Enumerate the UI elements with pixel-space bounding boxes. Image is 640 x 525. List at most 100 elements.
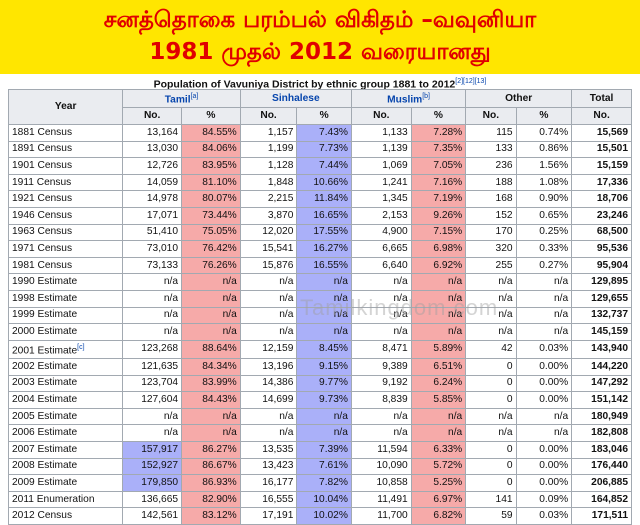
- cell-tamil-no: 157,917: [122, 441, 183, 459]
- cell-other-pct: 0.33%: [515, 240, 573, 258]
- cell-other-no: 170: [465, 223, 517, 242]
- cell-other-no: 115: [465, 123, 517, 142]
- year-label: 2000 Estimate: [12, 325, 78, 337]
- banner-title-line-2: 1981 முதல் 2012 வரையானது: [149, 39, 491, 65]
- cell-tamil-pct: 76.42%: [181, 240, 241, 258]
- cell-total: 143,940: [571, 339, 632, 360]
- cell-other-no: 0: [465, 374, 517, 393]
- cell-tamil-no: n/a: [122, 306, 183, 325]
- cell-tamil-no: 13,030: [122, 140, 183, 159]
- year-label: 2004 Estimate: [12, 394, 78, 406]
- cell-year: 2007 Estimate: [7, 441, 124, 459]
- cell-other-no: 320: [465, 240, 517, 258]
- table-row: 2002 Estimate 121,635 84.34% 13,196 9.15% 9,3…: [7, 358, 632, 376]
- cell-other-pct: n/a: [515, 306, 573, 325]
- cell-muslim-no: 4,900: [350, 223, 412, 242]
- cell-sinhalese-pct: 16.55%: [296, 256, 352, 275]
- cell-muslim-pct: n/a: [410, 289, 467, 308]
- cell-total: 176,440: [571, 457, 632, 476]
- cell-other-pct: 0.00%: [515, 457, 573, 476]
- header-year: Year: [7, 89, 124, 125]
- population-table: Year Tamil[a] Sinhalese Muslim[b] Other …: [7, 88, 632, 525]
- cell-total: 171,511: [571, 507, 632, 525]
- cell-sinhalese-no: 17,191: [239, 507, 298, 525]
- cell-tamil-no: 51,410: [122, 223, 183, 242]
- cell-muslim-pct: 5.25%: [410, 474, 467, 492]
- year-label: 1990 Estimate: [12, 276, 78, 288]
- caption-refs[interactable]: [2][12][13]: [455, 78, 487, 85]
- cell-year: 2002 Estimate: [7, 358, 124, 376]
- cell-other-pct: 0.25%: [515, 223, 573, 242]
- cell-tamil-pct: 88.64%: [181, 339, 241, 360]
- year-label: 1911 Census: [12, 176, 72, 188]
- cell-tamil-no: 12,726: [122, 157, 183, 175]
- cell-muslim-pct: n/a: [410, 273, 467, 291]
- year-label: 2001 Estimate: [12, 345, 78, 357]
- cell-other-no: n/a: [465, 273, 517, 291]
- cell-muslim-no: 1,139: [350, 140, 412, 159]
- cell-muslim-pct: 9.26%: [410, 206, 467, 225]
- cell-muslim-pct: 5.72%: [410, 457, 467, 476]
- cell-other-no: n/a: [465, 407, 517, 426]
- cell-other-pct: 0.09%: [515, 490, 573, 509]
- cell-year: 1881 Census: [7, 123, 124, 142]
- cell-year: 1999 Estimate: [7, 306, 124, 325]
- cell-total: 151,142: [571, 391, 632, 409]
- cell-tamil-pct: n/a: [181, 424, 241, 443]
- cell-sinhalese-pct: 16.65%: [296, 206, 352, 225]
- cell-sinhalese-no: n/a: [239, 407, 298, 426]
- banner-title-line-1: சனத்தொகை பரம்பல் விகிதம் –வவுனியா: [103, 7, 537, 33]
- cell-year: 2009 Estimate: [7, 474, 124, 492]
- cell-sinhalese-pct: 7.61%: [296, 457, 352, 476]
- cell-tamil-pct: 86.93%: [181, 474, 241, 492]
- table-row: 2005 Estimate n/a n/a n/a n/a n/a n/a n/a n/a 180…: [7, 407, 632, 426]
- header-tamil[interactable]: Tamil[a]: [122, 88, 241, 109]
- cell-other-no: 141: [465, 490, 517, 509]
- cell-year: 2004 Estimate: [7, 391, 124, 409]
- cell-other-no: 0: [465, 358, 517, 376]
- year-label: 2008 Estimate: [12, 460, 78, 472]
- cell-other-no: n/a: [465, 306, 517, 325]
- cell-year: 1971 Census: [7, 240, 124, 258]
- header-sinhalese-pct: %: [296, 107, 352, 125]
- header-muslim[interactable]: Muslim[b]: [350, 88, 467, 109]
- cell-muslim-pct: 7.35%: [410, 140, 467, 159]
- cell-year: 1891 Census: [7, 140, 124, 159]
- cell-other-no: n/a: [465, 323, 517, 341]
- cell-total: 17,336: [571, 173, 632, 192]
- table-row: 1946 Census 17,071 73.44% 3,870 16.65% 2,153 9…: [7, 206, 632, 225]
- cell-sinhalese-no: 1,157: [239, 123, 298, 142]
- cell-other-pct: 0.90%: [515, 190, 573, 208]
- cell-sinhalese-no: 15,541: [239, 240, 298, 258]
- cell-muslim-pct: 6.51%: [410, 358, 467, 376]
- cell-tamil-pct: n/a: [181, 407, 241, 426]
- cell-other-pct: 0.03%: [515, 507, 573, 525]
- year-ref[interactable]: [c]: [77, 343, 85, 351]
- cell-year: 1911 Census: [7, 173, 124, 192]
- cell-other-no: 168: [465, 190, 517, 208]
- cell-year: 2005 Estimate: [7, 407, 124, 426]
- year-label: 1881 Census: [12, 126, 73, 138]
- cell-sinhalese-pct: n/a: [296, 273, 352, 291]
- cell-sinhalese-no: n/a: [239, 306, 298, 325]
- cell-other-no: 133: [465, 140, 517, 159]
- cell-tamil-pct: 83.99%: [181, 374, 241, 393]
- cell-tamil-no: n/a: [122, 323, 183, 341]
- cell-muslim-no: 1,241: [350, 173, 412, 192]
- year-label: 1981 Census: [12, 259, 73, 271]
- year-label: 2006 Estimate: [12, 427, 78, 439]
- cell-tamil-no: n/a: [122, 289, 183, 308]
- cell-other-no: 0: [465, 474, 517, 492]
- cell-tamil-pct: 76.26%: [181, 256, 241, 275]
- cell-sinhalese-no: 14,699: [239, 391, 298, 409]
- cell-other-pct: 0.00%: [515, 474, 573, 492]
- cell-year: 2001 Estimate[c]: [7, 339, 124, 360]
- header-sinhalese[interactable]: Sinhalese: [239, 88, 352, 109]
- year-label: 2009 Estimate: [12, 477, 78, 489]
- cell-total: 68,500: [571, 223, 632, 242]
- cell-muslim-pct: 7.16%: [410, 173, 467, 192]
- cell-tamil-no: 14,978: [122, 190, 183, 208]
- cell-other-pct: 0.65%: [515, 206, 573, 225]
- cell-muslim-no: 6,665: [350, 240, 412, 258]
- cell-total: 129,655: [571, 289, 632, 308]
